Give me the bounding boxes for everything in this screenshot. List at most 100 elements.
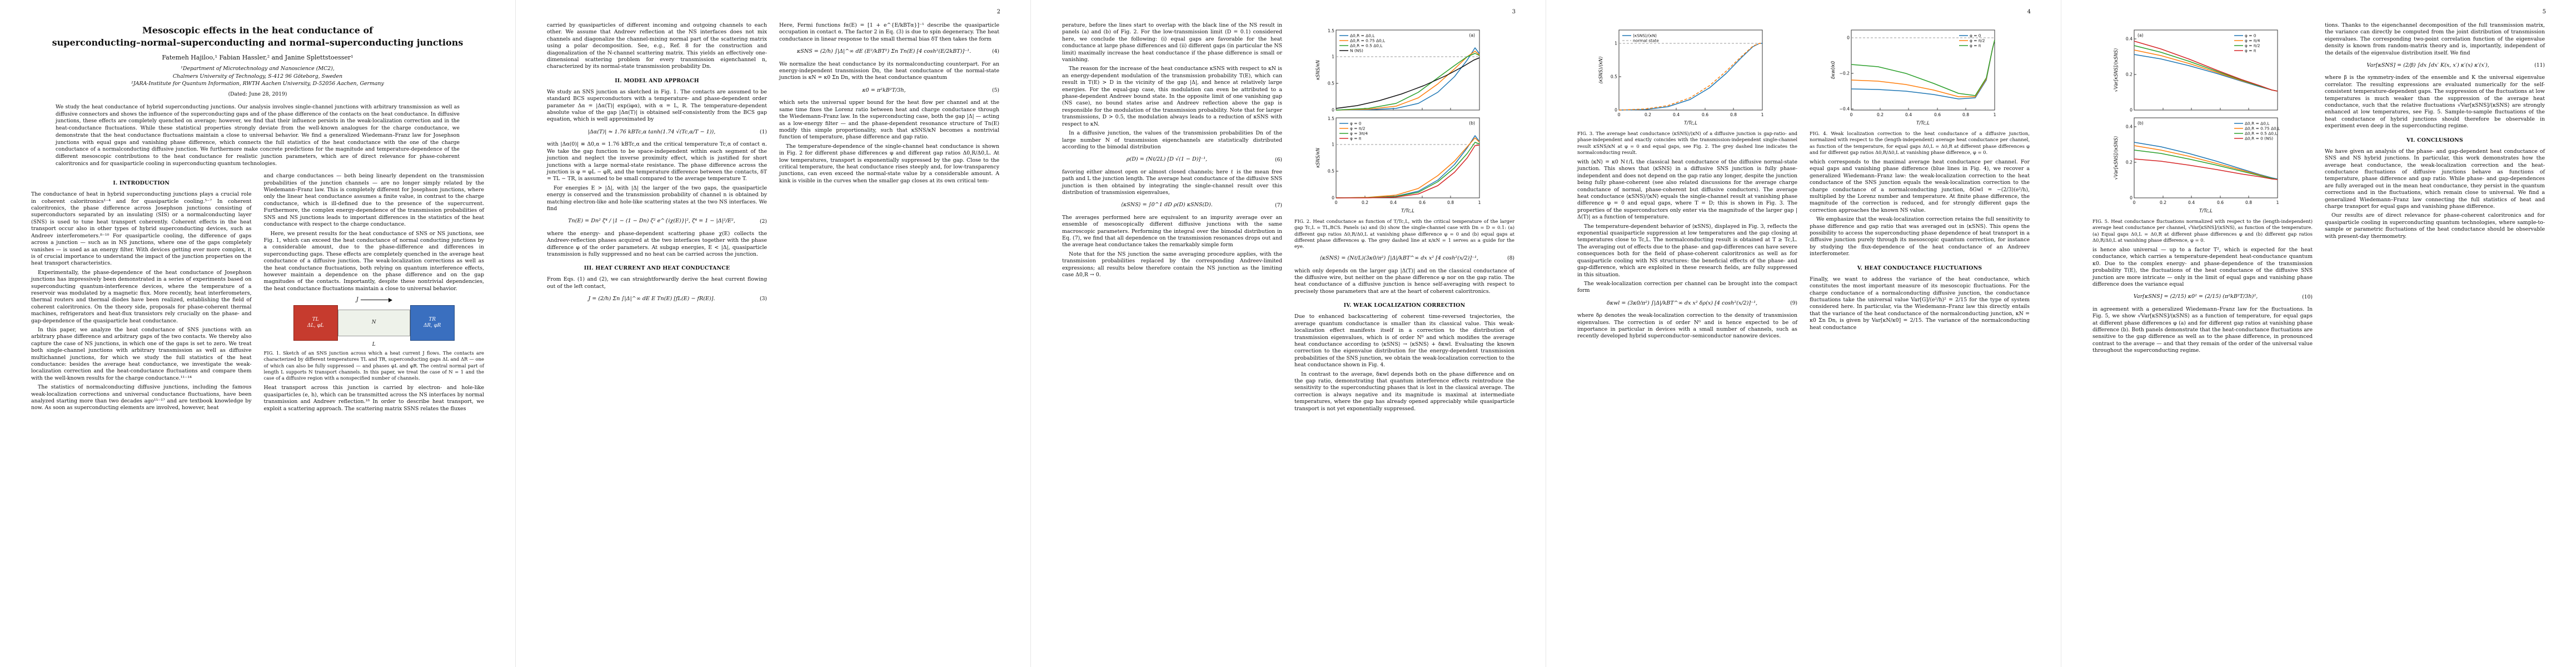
left-gap-label: ΔL, φL	[307, 323, 324, 329]
tick-label: 0	[1335, 200, 1338, 205]
curve-phi-0	[2134, 54, 2278, 92]
paragraph: Here, we present results for the heat co…	[263, 230, 485, 292]
paragraph: Due to enhanced backscattering of cohere…	[1294, 313, 1514, 369]
legend: ⟨κSNS⟩/⟨κN⟩ normal state	[1622, 33, 1659, 43]
paper-title-line2: superconducting–normal–superconducting a…	[52, 37, 464, 48]
y-axis-label: √Var[κSNS]/⟨κSNS⟩	[2113, 48, 2119, 92]
paragraph: where the energy- and phase-dependent sc…	[547, 230, 767, 257]
tick-label: 0	[1850, 112, 1853, 117]
legend-label: φ = 0	[1350, 121, 1362, 126]
y-ticks	[1619, 43, 1621, 111]
y-axis-label: δκwl/κ0	[1830, 61, 1836, 79]
tick-label: 1	[1332, 54, 1334, 59]
paragraph: perature, before the lines start to over…	[1062, 22, 1282, 63]
page-number: 3	[1512, 9, 1516, 15]
paragraph: In this paper, we analyze the heat condu…	[31, 326, 252, 381]
tick-label: 0.6	[1702, 112, 1708, 117]
legend-label: φ = π	[2245, 48, 2256, 53]
abstract: We study the heat conductance of hybrid …	[56, 104, 460, 167]
plot-frame	[1336, 117, 1480, 198]
y-axis-label: κSNS/κN	[1315, 147, 1321, 168]
equation-10: Var[κSNS] = (2/15) κ0² = (2/15) (π²kB²T/…	[2092, 293, 2313, 300]
figure4-plot: 0 −0.2 −0.4 0 0.2 0.4 0.6 0.8 1 T/Tc,L	[1830, 29, 1996, 126]
equation-2: Tn(E) = Dn² ζ⁴ / |1 − (1 − Dn) ζ² e^{iχ(…	[547, 217, 767, 225]
curve-phi-0	[1336, 135, 1480, 198]
equation-body: Var[κSNS] = (2/β) ∫dx ∫dx′ K(x, x′) κ′(x…	[2366, 62, 2489, 69]
page-number: 4	[2027, 9, 2031, 15]
curve-phi-pi	[2134, 41, 2278, 92]
affiliation-1a: ¹Department of Microtechnology and Nanos…	[181, 66, 335, 72]
legend: Δ0,R = Δ0,L Δ0,R = 0.75 Δ0,L Δ0,R = 0.5 …	[1339, 33, 1386, 53]
tick-label: 0.2	[2160, 200, 2166, 205]
y-axis-label: √Var[κSNS]/⟨κSNS⟩	[2113, 136, 2119, 180]
page4-col-left: 0 0.5 1 0 0.2 0.4 0.6 0.8 1 T/Tc,L	[1577, 22, 1797, 342]
page4-columns: 0 0.5 1 0 0.2 0.4 0.6 0.8 1 T/Tc,L	[1577, 22, 2030, 342]
tick-label: 0.5	[1328, 81, 1334, 86]
equation-3: J = (2/h) Σn ∫|Δ|^∞ dE E Tn(E) [fL(E) − …	[547, 295, 767, 302]
paragraph: favoring either almost open or almost cl…	[1062, 168, 1282, 196]
tick-label: 0.4	[2126, 125, 2132, 130]
paragraph: where δρ denotes the weak-localization c…	[1577, 312, 1797, 340]
equation-number: (8)	[1507, 255, 1514, 262]
paragraph: Note that for the NS junction the same a…	[1062, 251, 1282, 278]
curve-phi-3pi4	[1336, 142, 1480, 198]
section-heading-fluctuations: V. HEAT CONDUCTANCE FLUCTUATIONS	[1857, 265, 1982, 271]
paragraph: Heat transport across this junction is c…	[263, 385, 485, 412]
legend-label: φ = π/2	[2245, 43, 2260, 48]
equation-body: δκwl = (3κ0/π²) ∫|Δ|/kBT^∞ dx x² δρ(x) […	[1606, 300, 1758, 306]
tick-label: 0	[1332, 108, 1334, 113]
equation-number: (9)	[1790, 300, 1797, 306]
paragraph: The averages performed here are equivale…	[1062, 214, 1282, 248]
paragraph: Here, Fermi functions fα(E) = [1 + e^{E/…	[779, 22, 999, 42]
panel-tag: (a)	[2137, 33, 2144, 38]
curve-gap-05	[1336, 53, 1480, 111]
tick-label: 0	[1847, 36, 1850, 41]
page2-col-right: Here, Fermi functions fα(E) = [1 + e^{E/…	[779, 22, 999, 308]
curve-equal-gaps	[1336, 47, 1480, 111]
junction-length-label: L	[372, 342, 376, 348]
equation-number: (3)	[759, 296, 767, 302]
y-ticks	[2134, 126, 2136, 198]
paper-title-line1: Mesoscopic effects in the heat conductan…	[142, 25, 373, 36]
tick-label: 1	[1761, 112, 1764, 117]
x-axis-label: T/Tc,L	[1401, 208, 1414, 213]
equation-number: (11)	[2534, 62, 2545, 69]
normal-region: N	[337, 310, 410, 337]
tick-label: 0.5	[1611, 74, 1617, 79]
figure-1: J TL ΔL, φL N TR	[264, 297, 485, 381]
equation-number: (4)	[991, 48, 999, 55]
legend-label: φ = π/2	[1350, 126, 1365, 131]
tick-label: 1	[1332, 142, 1334, 147]
page-5: 5 0 0.2 0.4	[2061, 0, 2576, 667]
heat-current-label: J	[356, 297, 358, 303]
tick-label: 0.2	[2126, 72, 2132, 77]
tick-label: 1	[1478, 200, 1481, 205]
right-temperature-label: TR	[428, 316, 436, 322]
legend-label: φ = 3π/4	[1350, 131, 1368, 136]
paragraph: From Eqs. (1) and (2), we can straightfo…	[547, 276, 767, 290]
right-superconductor: TR ΔR, φR	[410, 305, 455, 341]
y-axis-label: ⟨κSNS⟩/⟨κN⟩	[1598, 57, 1603, 84]
figure2-panel-b: 0 0.5 1 1.5 0 0.2 0.4 0.6 0.8 1 T/Tc,L	[1315, 116, 1481, 213]
panel-tag: (a)	[1469, 33, 1475, 38]
equation-body: κ0 = π²kB²T/3h,	[862, 87, 906, 93]
tick-label: 0.4	[1390, 200, 1397, 205]
x-ticks	[2163, 196, 2249, 198]
legend-label: φ = 0	[1970, 33, 1981, 38]
tick-label: 1.5	[1328, 116, 1334, 121]
figure5-panel-a: 0 0.2 0.4 φ = 0 φ = π/4	[2113, 29, 2278, 113]
legend-label: ⟨κSNS⟩/⟨κN⟩	[1633, 33, 1657, 38]
paragraph: In contrast to the average, δκwl depends…	[1294, 371, 1514, 412]
equation-6: ρ(D) = (Nℓ/2L) [D √(1 − D)]⁻¹, (6)	[1062, 156, 1282, 163]
curve-phi-pi2	[1851, 39, 1995, 97]
curve-equal-gaps	[2134, 142, 2278, 180]
paragraph: which corresponds to the maximal average…	[1810, 159, 2030, 213]
equation-11: Var[κSNS] = (2/β) ∫dx ∫dx′ K(x, x′) κ′(x…	[2325, 62, 2545, 69]
equation-body: Tn(E) = Dn² ζ⁴ / |1 − (1 − Dn) ζ² e^{iχ(…	[568, 218, 735, 225]
figure-4-caption: FIG. 4. Weak localization correction to …	[1810, 131, 2030, 155]
legend-label: Δ0,R = 0.75 Δ0,L	[1350, 38, 1386, 43]
x-ticks	[2163, 108, 2249, 110]
equation-8: ⟨κSNS⟩ = (Nℓ/L)(3κ0/π²) ∫|Δ|/kBT^∞ dx x²…	[1294, 255, 1514, 262]
x-ticks	[1880, 108, 1966, 110]
curve-gap-075	[1336, 51, 1480, 111]
